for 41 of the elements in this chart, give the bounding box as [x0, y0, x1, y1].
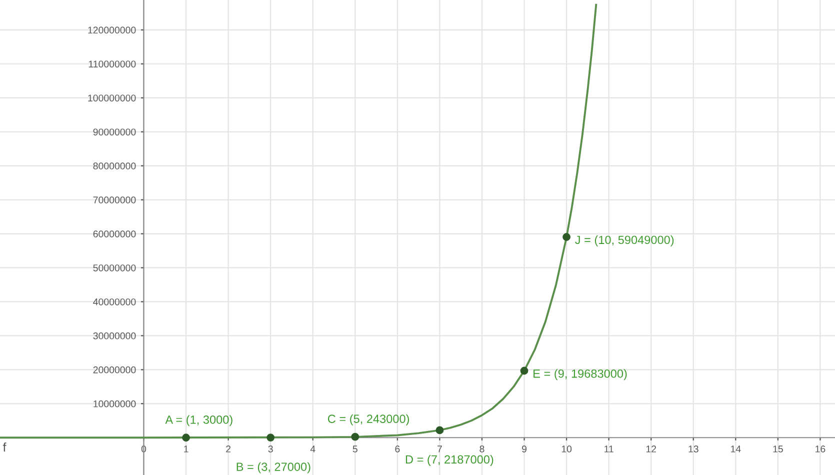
annotation: J = (10, 59049000) — [575, 235, 674, 246]
x-tick-label: 14 — [730, 446, 741, 452]
y-tick-label: 100000000 — [88, 94, 136, 102]
x-tick-label: 1 — [184, 446, 188, 452]
x-tick-label: 5 — [352, 446, 358, 452]
point — [351, 432, 360, 441]
y-tick-label: 80000000 — [93, 162, 136, 170]
point — [520, 366, 528, 375]
x-tick-label: 3 — [268, 446, 273, 452]
annotation: B = (3, 27000) — [236, 462, 310, 474]
x-tick-label: 10 — [562, 446, 572, 452]
x-tick-label: 12 — [646, 446, 656, 452]
x-tick-label: 11 — [604, 446, 614, 452]
y-tick-label: 60000000 — [93, 230, 136, 238]
annotation: C = (5, 243000) — [328, 414, 409, 426]
y-tick-label: 120000000 — [88, 26, 136, 34]
y-tick-label: 10000000 — [94, 400, 136, 408]
y-tick-label: 30000000 — [93, 332, 136, 340]
y-tick-label: 50000000 — [93, 264, 136, 272]
annotation: D = (7, 2187000) — [406, 454, 494, 466]
x-tick-label: 6 — [395, 446, 400, 452]
x-tick-label: 9 — [522, 446, 526, 452]
point — [182, 434, 190, 442]
y-tick-label: 40000000 — [93, 298, 136, 306]
y-tick-label: 90000000 — [93, 128, 136, 136]
y-tick-label: 20000000 — [93, 366, 136, 374]
annotation: E = (9, 19683000) — [534, 369, 627, 380]
annotation: A = (1, 3000) — [165, 415, 232, 426]
point — [436, 426, 444, 434]
x-tick-label: 16 — [816, 446, 826, 452]
x-tick-label: 13 — [688, 446, 698, 452]
x-tick-label: 4 — [310, 446, 316, 452]
x-tick-label: 2 — [226, 446, 231, 452]
x-tick-label: 15 — [773, 446, 783, 452]
x-tick-label: 7 — [437, 446, 442, 452]
y-tick-label: 70000000 — [93, 196, 136, 204]
series-label: f — [2, 442, 6, 452]
x-tick-label: 8 — [480, 446, 484, 452]
point — [562, 233, 570, 241]
y-tick-label: 110000000 — [88, 60, 136, 68]
point — [266, 434, 275, 442]
